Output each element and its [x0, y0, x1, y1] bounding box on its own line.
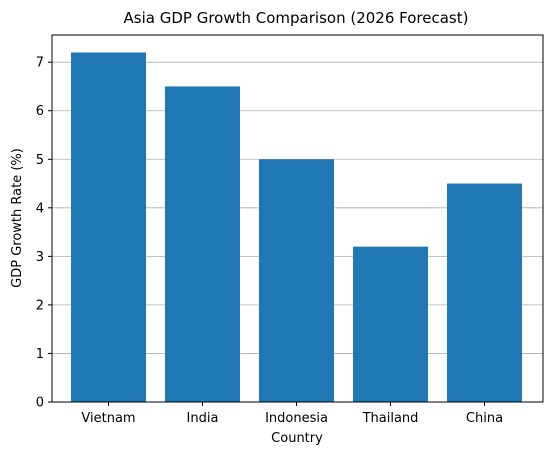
- plot-area-frame: [51, 34, 544, 403]
- x-axis-ticks: Vietnam India Indonesia Thailand China: [81, 402, 503, 426]
- x-axis-label: Country: [271, 431, 323, 446]
- y-tick-label: 5: [36, 153, 44, 168]
- bar-china: [447, 183, 522, 402]
- bar-india: [165, 86, 240, 402]
- bar-indonesia: [259, 159, 334, 402]
- bar-vietnam: [71, 52, 146, 402]
- y-tick-label: 6: [36, 104, 44, 119]
- x-tick-label: Thailand: [362, 411, 419, 426]
- y-tick-label: 2: [36, 298, 44, 313]
- x-tick-label: China: [466, 411, 503, 426]
- y-axis-ticks: 0 1 2 3 4 5 6 7: [36, 56, 52, 411]
- y-tick-label: 1: [36, 347, 44, 362]
- x-tick-label: Indonesia: [265, 411, 328, 426]
- y-tick-label: 0: [36, 396, 44, 411]
- y-tick-label: 7: [36, 56, 44, 71]
- chart-title: Asia GDP Growth Comparison (2026 Forecas…: [124, 9, 469, 27]
- x-tick-label: Vietnam: [81, 411, 135, 426]
- bar-thailand: [353, 246, 428, 402]
- x-tick-label: India: [187, 411, 219, 426]
- y-tick-label: 4: [36, 201, 44, 216]
- y-axis-label: GDP Growth Rate (%): [10, 148, 25, 288]
- y-tick-label: 3: [36, 250, 44, 265]
- bars: [71, 52, 522, 402]
